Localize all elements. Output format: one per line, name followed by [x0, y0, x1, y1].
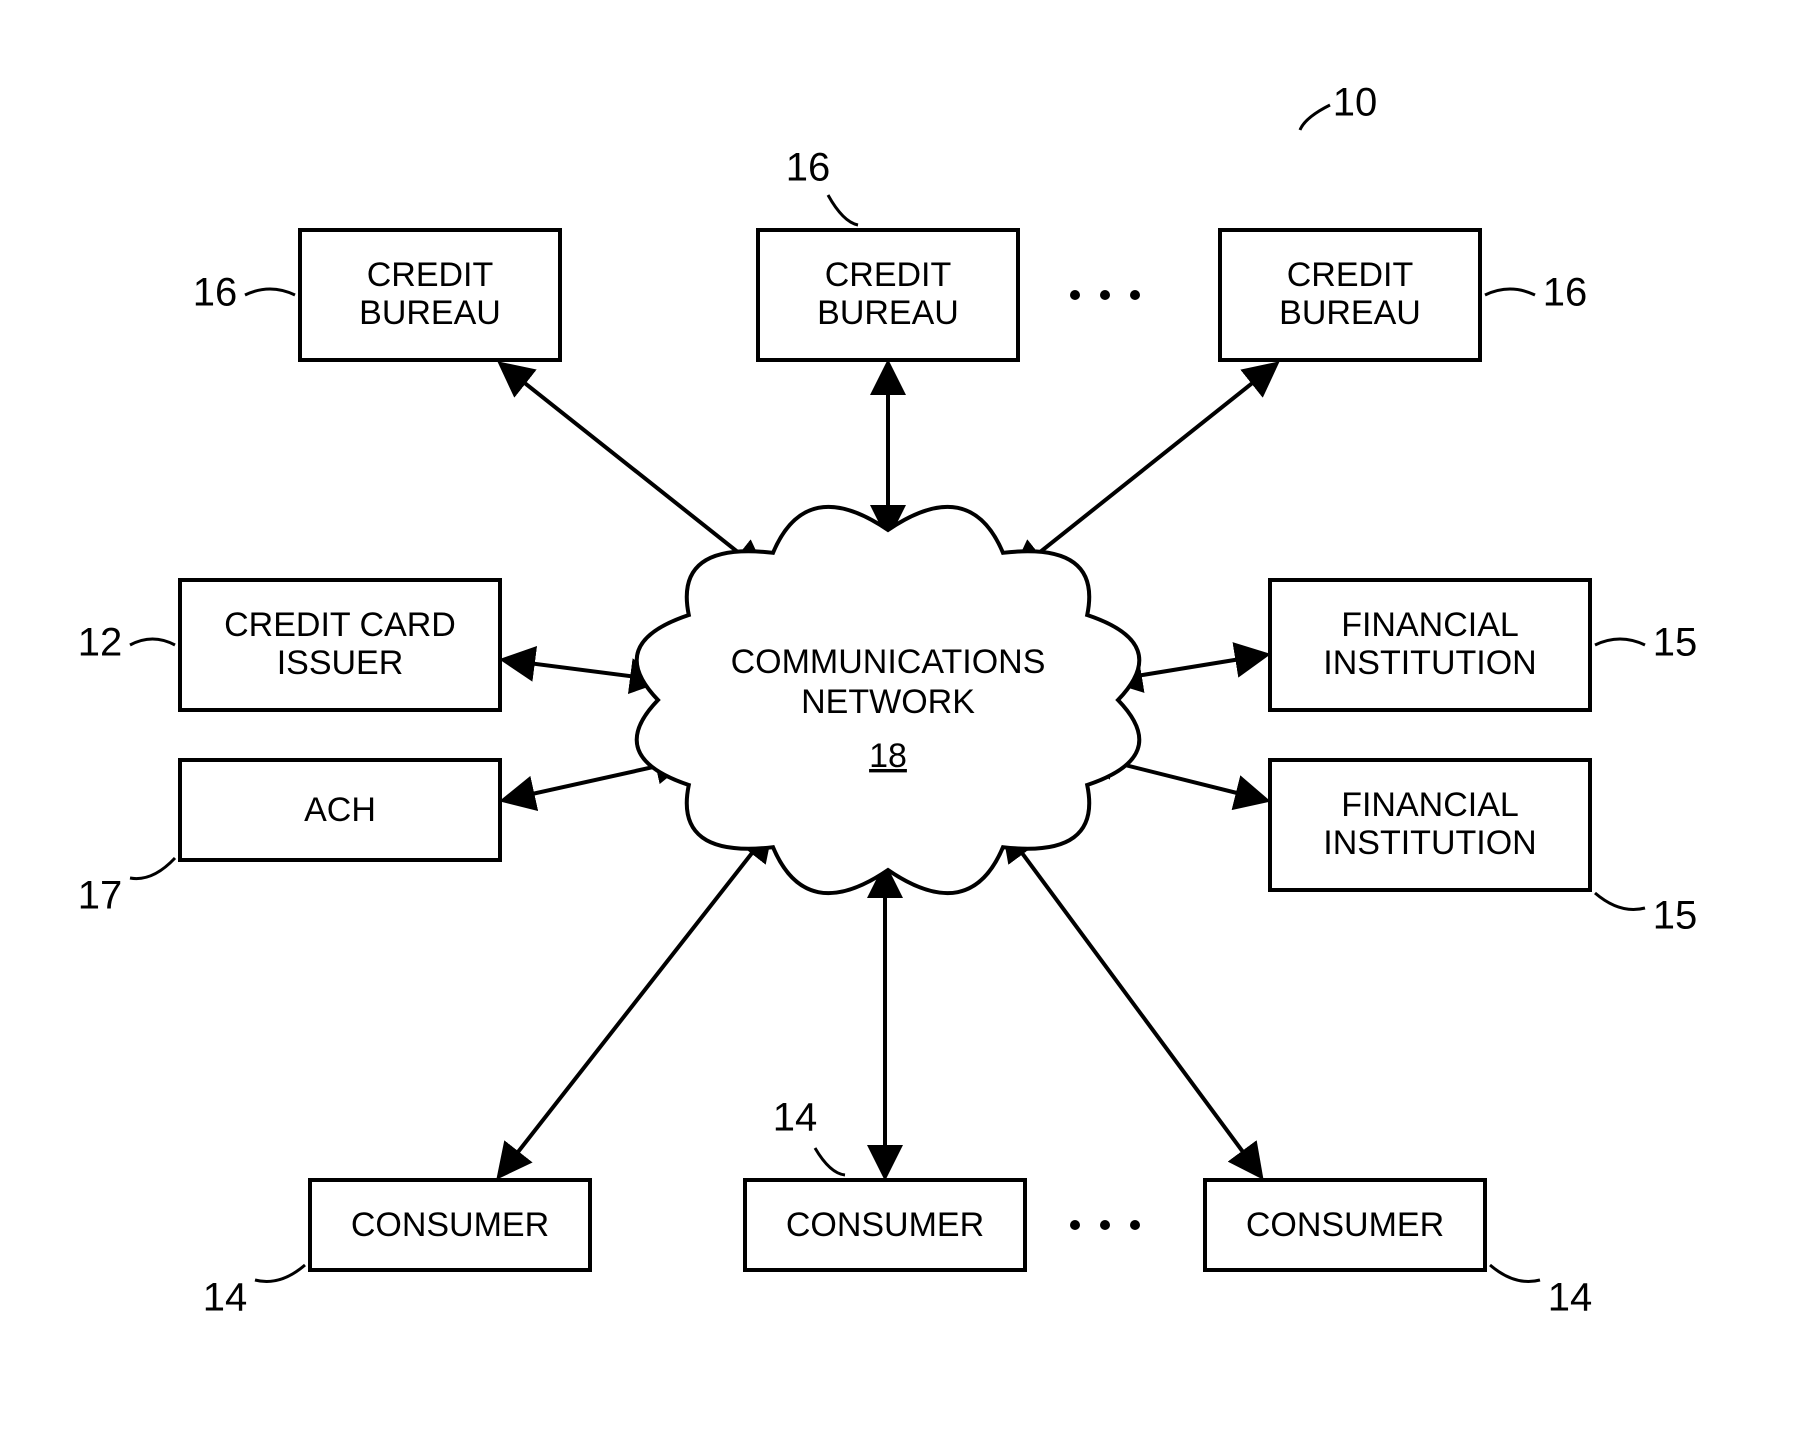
co3-link [1005, 830, 1260, 1175]
cb1-label-2: BUREAU [359, 294, 501, 332]
fi1-ref: 15 [1653, 621, 1698, 665]
fi1-label-2: INSTITUTION [1323, 644, 1536, 682]
fi1-label-1: FINANCIAL [1341, 606, 1519, 644]
fi2-ref: 15 [1653, 894, 1698, 938]
cci-ref: 12 [78, 621, 123, 665]
fi2-label-1: FINANCIAL [1341, 786, 1519, 824]
ach-ref-tick [130, 858, 175, 879]
co2-label: CONSUMER [786, 1206, 984, 1244]
co3-ref-tick [1490, 1265, 1540, 1282]
cb2-ref-tick [828, 195, 858, 225]
fi1-ref-tick [1595, 639, 1645, 645]
co1-ref-tick [255, 1265, 305, 1282]
co1-label: CONSUMER [351, 1206, 549, 1244]
cci-ref-tick [130, 639, 175, 645]
co2-ref-tick [815, 1148, 845, 1175]
figure-ref-tick [1300, 105, 1330, 130]
co3-ref: 14 [1548, 1276, 1593, 1320]
cb1-ref-tick [245, 289, 295, 295]
co1-ref: 14 [203, 1276, 248, 1320]
cloud-ref: 18 [869, 737, 907, 775]
ach-ref: 17 [78, 874, 123, 918]
figure-ref: 10 [1333, 81, 1378, 125]
cb3-ref-tick [1485, 289, 1535, 295]
ellipsis-dot [1130, 1220, 1140, 1230]
co2-ref: 14 [773, 1096, 818, 1140]
cb1-ref: 16 [193, 271, 238, 315]
ellipsis-dot [1070, 1220, 1080, 1230]
ellipsis-dot [1100, 1220, 1110, 1230]
cb1-label-1: CREDIT [367, 256, 494, 294]
co1-link [500, 830, 770, 1175]
cb3-label-2: BUREAU [1279, 294, 1421, 332]
cb3-link [1015, 365, 1275, 572]
ach-label: ACH [304, 791, 376, 829]
cb2-ref: 16 [786, 146, 831, 190]
cb3-ref: 16 [1543, 271, 1588, 315]
cci-label-2: ISSUER [277, 644, 404, 682]
cci-label-1: CREDIT CARD [224, 606, 456, 644]
cloud-label-1: COMMUNICATIONS [731, 643, 1046, 681]
cb2-label-2: BUREAU [817, 294, 959, 332]
fi2-label-2: INSTITUTION [1323, 824, 1536, 862]
cb2-label-1: CREDIT [825, 256, 952, 294]
co3-label: CONSUMER [1246, 1206, 1444, 1244]
diagram-canvas: COMMUNICATIONSNETWORK18CREDITBUREAU16CRE… [0, 0, 1805, 1447]
cloud-label-2: NETWORK [801, 683, 975, 721]
ellipsis-dot [1100, 290, 1110, 300]
ellipsis-dot [1070, 290, 1080, 300]
ellipsis-dot [1130, 290, 1140, 300]
cb1-link [502, 365, 763, 572]
cb3-label-1: CREDIT [1287, 256, 1414, 294]
fi2-ref-tick [1595, 893, 1645, 910]
